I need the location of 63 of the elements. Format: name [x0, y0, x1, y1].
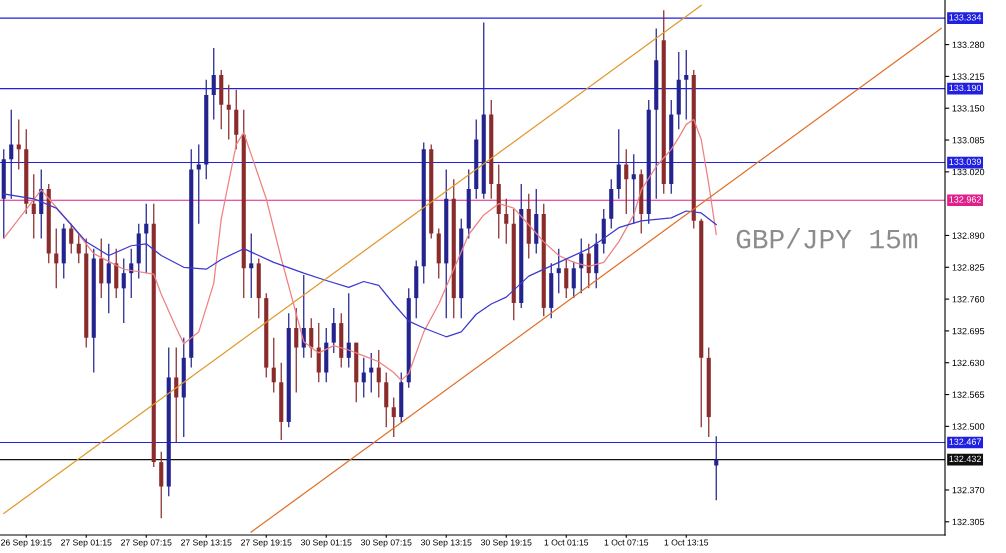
x-tick-label: 30 Sep 01:15 [300, 539, 352, 548]
candlestick [504, 198, 509, 245]
y-tick-label: 133.215 [952, 73, 985, 80]
y-tick-label: 132.760 [952, 296, 985, 303]
x-tick-label: 27 Sep 01:15 [61, 539, 112, 548]
candlestick [9, 109, 14, 200]
candlestick [631, 153, 636, 225]
ref-line-label: 132.432 [949, 455, 981, 463]
candlestick [376, 349, 381, 399]
candlestick [391, 396, 396, 438]
candlestick [556, 248, 561, 294]
candlestick [624, 148, 629, 215]
x-tick-label: 30 Sep 13:15 [420, 539, 472, 548]
candlestick [129, 248, 134, 299]
ref-line-label: 132.467 [949, 438, 981, 445]
x-tick-label: 1 Oct 01:15 [544, 539, 589, 546]
x-tick-label: 26 Sep 19:15 [1, 539, 52, 548]
candlestick [69, 223, 74, 255]
ref-line-label: 133.039 [949, 158, 981, 165]
ref-line-label: 133.334 [949, 14, 982, 21]
candlestick [211, 47, 216, 121]
candlestick [271, 337, 276, 394]
x-tick-label: 30 Sep 19:15 [480, 539, 532, 548]
candlestick [684, 49, 689, 121]
candlestick [564, 257, 569, 299]
candlestick [121, 257, 126, 324]
candlestick [226, 84, 231, 141]
ref-line-label: 133.190 [949, 84, 982, 92]
candlestick [331, 307, 336, 354]
x-tick-label: 27 Sep 07:15 [121, 539, 172, 548]
y-tick-label: 132.630 [952, 359, 985, 367]
y-tick-label: 132.695 [952, 327, 985, 335]
candlestick [54, 227, 59, 289]
candlestick [76, 232, 81, 264]
candlestick [249, 232, 254, 299]
line-series [3, 118, 717, 381]
annotation: GBP/JPY 15m [736, 228, 918, 249]
candlestick [369, 352, 374, 394]
y-tick-label: 133.280 [952, 41, 985, 48]
x-tick-label: 1 Oct 13:15 [664, 539, 709, 546]
candlestick [571, 260, 576, 299]
y-tick-label: 132.370 [952, 486, 985, 494]
y-tick-label: 133.150 [952, 105, 985, 112]
y-tick-label: 132.890 [952, 232, 985, 239]
x-tick-label: 27 Sep 19:15 [241, 539, 292, 548]
x-tick-label: 1 Oct 07:15 [604, 539, 649, 546]
ref-line-label: 132.962 [949, 196, 981, 203]
candlestick [144, 203, 149, 274]
candlestick [31, 173, 36, 240]
x-tick-label: 27 Sep 13:15 [181, 539, 232, 548]
candlestick [714, 435, 719, 501]
candlestick [106, 243, 111, 314]
candlestick [361, 357, 366, 399]
y-tick-label: 133.085 [952, 137, 985, 144]
y-tick-label: 132.305 [952, 518, 985, 526]
y-tick-label: 133.020 [952, 168, 985, 176]
y-tick-label: 132.825 [952, 264, 985, 271]
candlestick [16, 118, 21, 171]
candlestick [309, 317, 314, 359]
x-tick-label: 30 Sep 07:15 [360, 539, 412, 548]
y-tick-label: 132.500 [952, 423, 985, 430]
candlestick [294, 307, 299, 394]
y-tick-label: 132.565 [952, 391, 985, 398]
